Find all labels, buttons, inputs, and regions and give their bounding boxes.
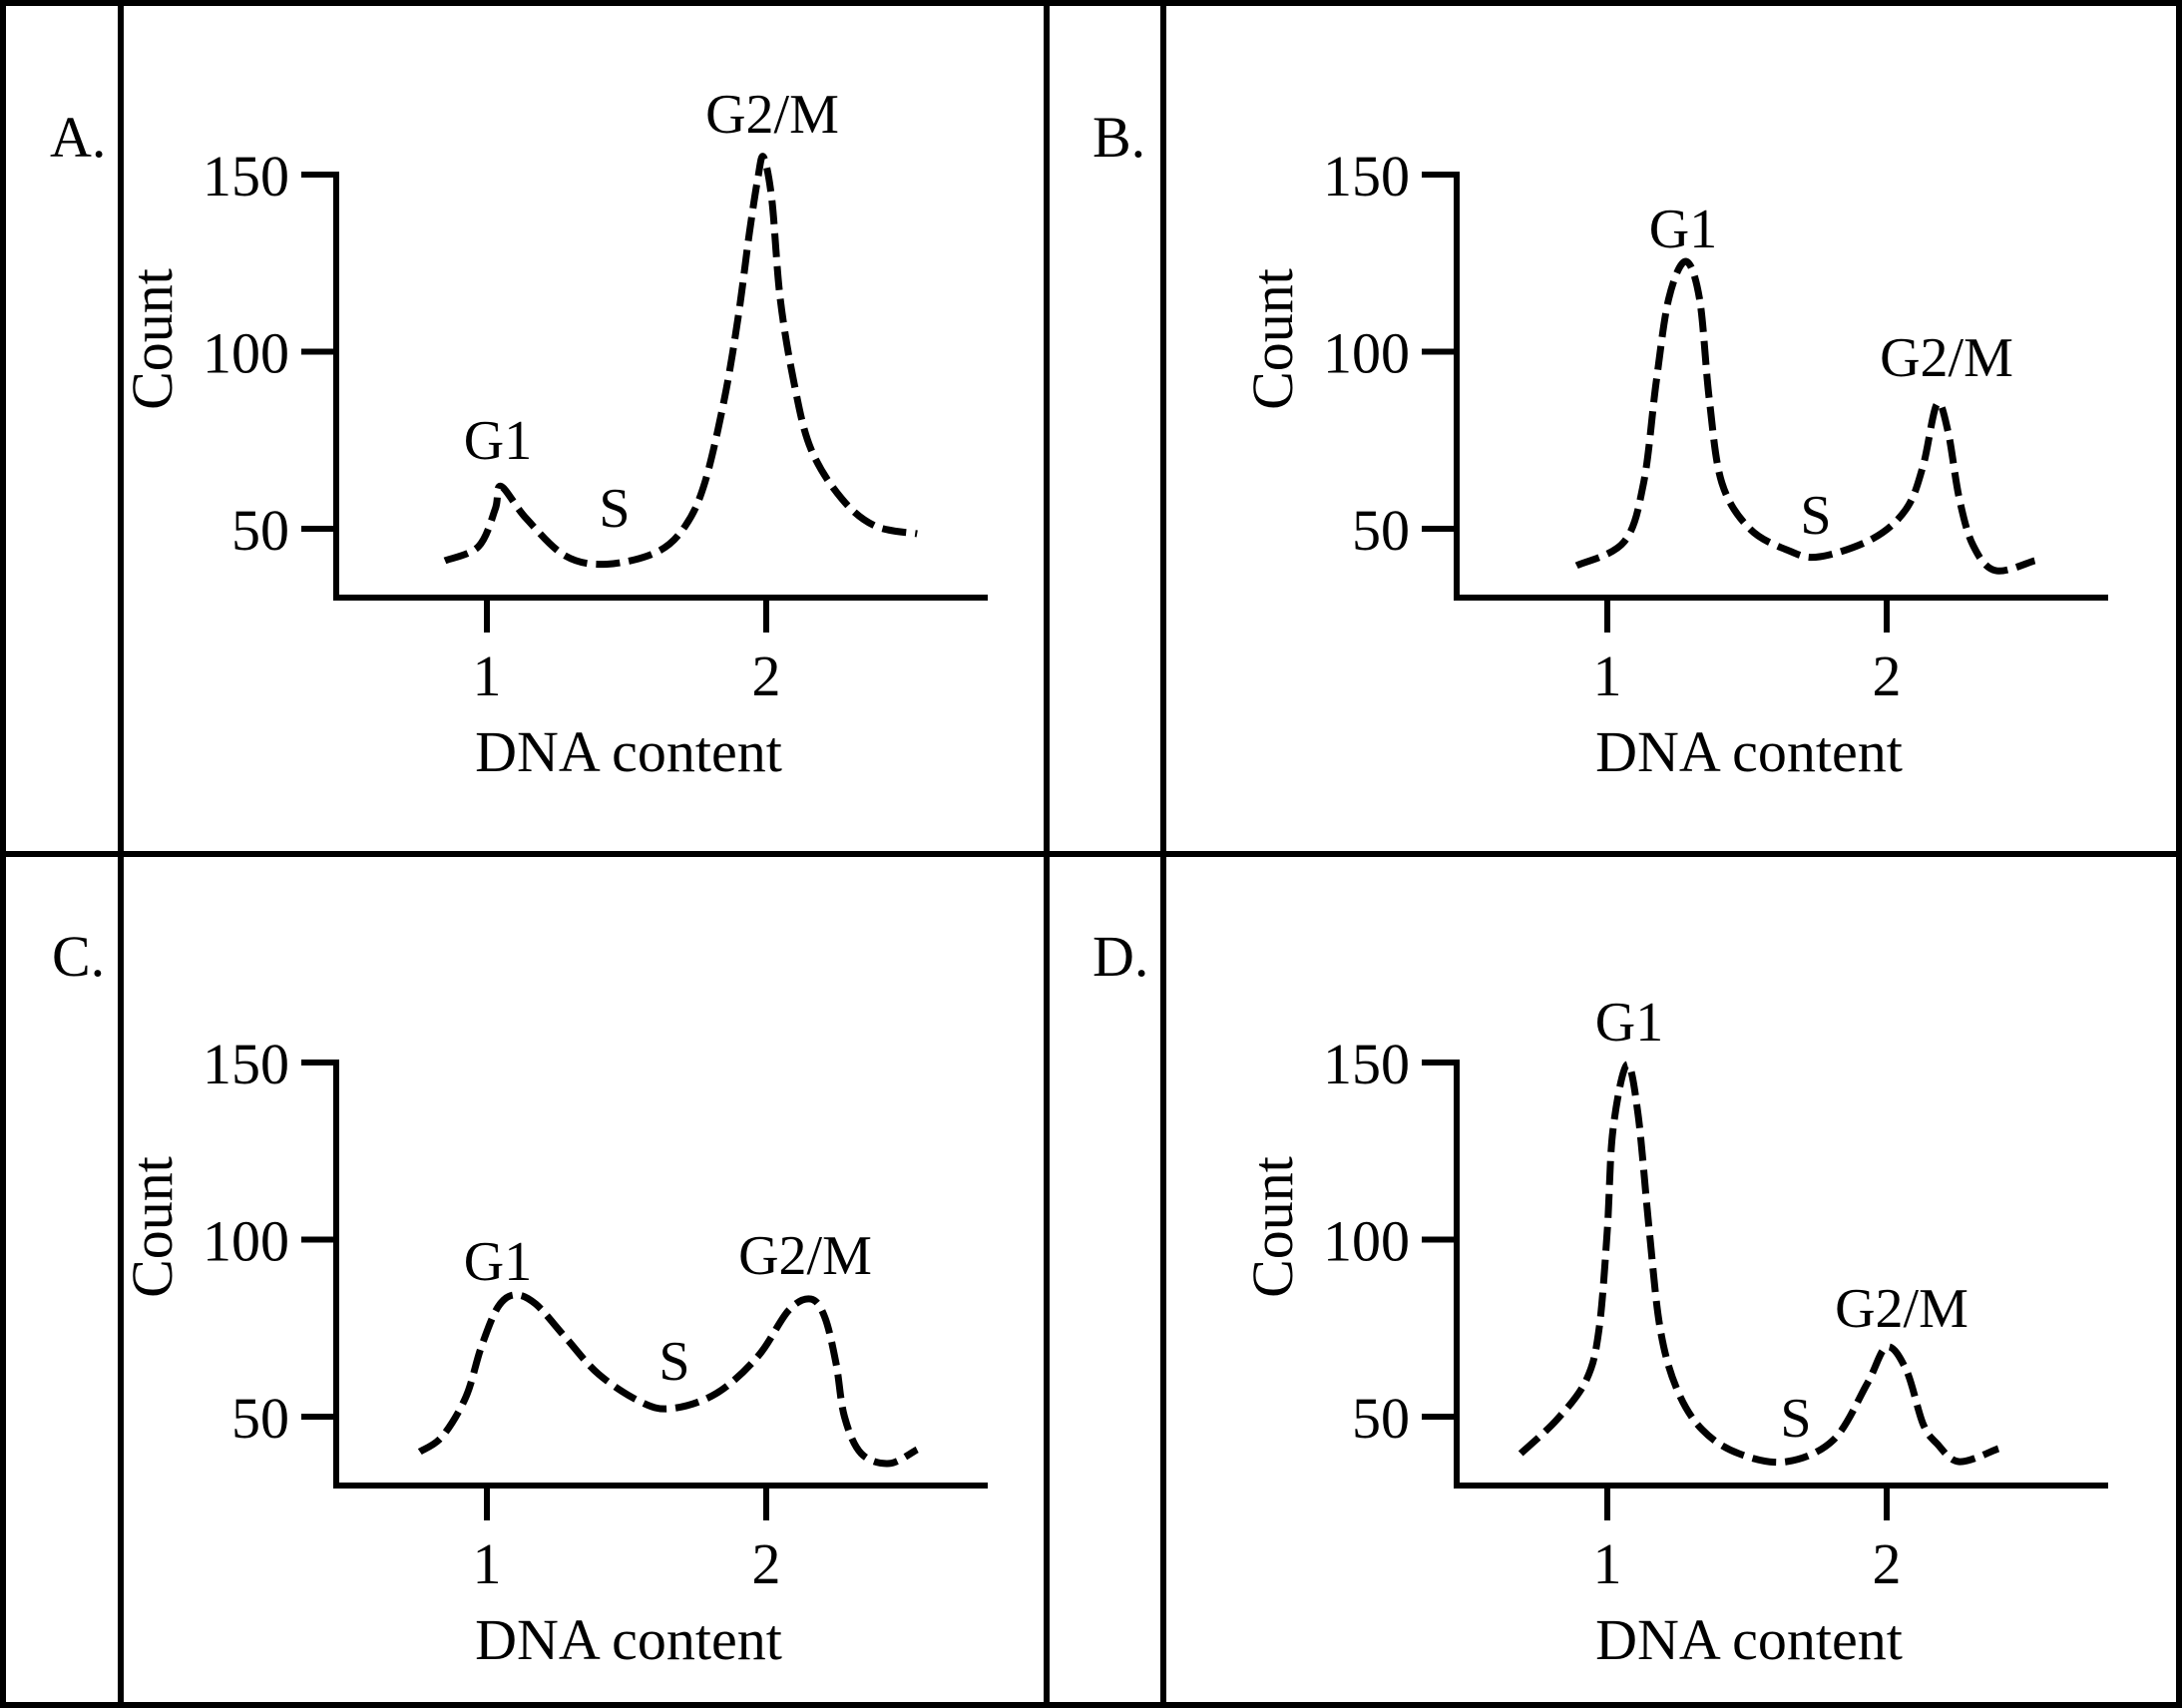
phase-label-g2-m: G2/M xyxy=(1880,327,2013,389)
phase-label-g1: G1 xyxy=(1649,199,1717,260)
y-tick-label: 50 xyxy=(231,1386,289,1451)
phase-label-g1: G1 xyxy=(464,1231,532,1293)
panel-letter: D. xyxy=(1092,924,1148,989)
dna-content-histogram-curve xyxy=(443,153,918,569)
panel-letter: A. xyxy=(50,105,106,170)
phase-label-s: S xyxy=(599,478,630,540)
x-tick-label: 1 xyxy=(473,1531,502,1596)
x-tick-label: 2 xyxy=(752,643,781,708)
x-axis-title: DNA content xyxy=(1595,1607,1903,1672)
y-tick-label: 50 xyxy=(1352,1386,1410,1451)
phase-label-g2-m: G2/M xyxy=(1835,1278,1968,1340)
phase-label-s: S xyxy=(1780,1388,1811,1450)
panel-c: C. 150 100 50 1 2 DNA content Count G1 S G2/M xyxy=(52,924,988,1672)
phase-label-g1: G1 xyxy=(1595,992,1663,1054)
x-tick-label: 1 xyxy=(1593,1531,1622,1596)
y-tick-label: 100 xyxy=(203,1209,289,1274)
y-tick-label: 100 xyxy=(1323,1209,1410,1274)
x-tick-label: 2 xyxy=(1873,643,1902,708)
y-tick-label: 150 xyxy=(203,1032,289,1096)
x-tick-label: 2 xyxy=(1873,1531,1902,1596)
phase-label-s: S xyxy=(658,1331,689,1393)
x-tick-label: 1 xyxy=(473,643,502,708)
y-axis-title: Count xyxy=(1240,268,1305,410)
y-tick-label: 50 xyxy=(231,498,289,563)
panel-a: A. 150 100 50 1 2 DNA content Count G1 S G2/M xyxy=(50,84,988,784)
y-tick-label: 100 xyxy=(203,321,289,386)
y-tick-label: 100 xyxy=(1323,321,1410,386)
x-tick-label: 1 xyxy=(1593,643,1622,708)
x-tick-label: 2 xyxy=(752,1531,781,1596)
panel-letter: C. xyxy=(52,924,105,989)
y-tick-label: 150 xyxy=(1323,144,1410,209)
panel-b: B. 150 100 50 1 2 DNA content Count G1 S G2/M xyxy=(1092,105,2108,784)
dna-content-histogram-curve xyxy=(417,1291,919,1468)
phase-label-g1: G1 xyxy=(464,410,532,472)
y-axis-title: Count xyxy=(120,1156,185,1298)
y-tick-label: 150 xyxy=(1323,1032,1410,1096)
y-axis-title: Count xyxy=(120,268,185,410)
x-axis-title: DNA content xyxy=(1595,719,1903,784)
y-axis-title: Count xyxy=(1240,1156,1305,1298)
y-tick-label: 50 xyxy=(1352,498,1410,563)
y-tick-label: 150 xyxy=(203,144,289,209)
panel-d: D. 150 100 50 1 2 DNA content Count G1 S G2/M xyxy=(1092,924,2108,1672)
dna-content-histogram-curve xyxy=(1518,1061,2000,1467)
phase-label-g2-m: G2/M xyxy=(738,1225,872,1287)
x-axis-title: DNA content xyxy=(475,1607,782,1672)
x-axis-title: DNA content xyxy=(475,719,782,784)
phase-label-g2-m: G2/M xyxy=(705,84,839,146)
panel-letter: B. xyxy=(1092,105,1145,170)
phase-label-s: S xyxy=(1800,485,1831,547)
